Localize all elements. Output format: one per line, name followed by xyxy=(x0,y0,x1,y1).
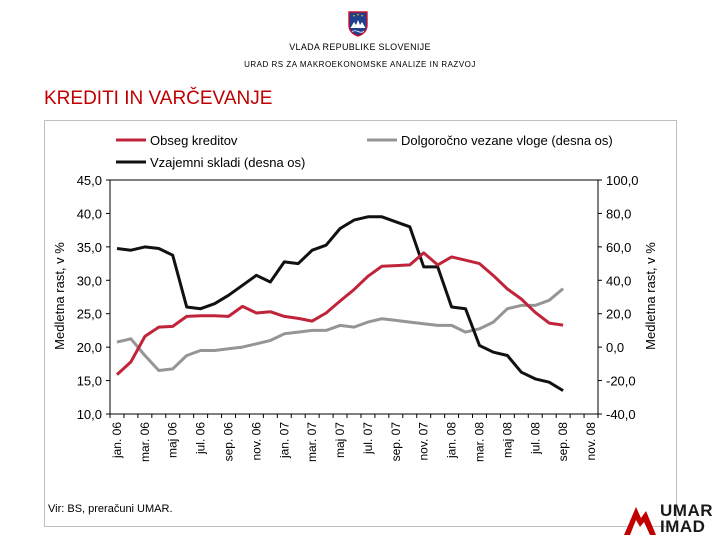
x-tick-label: maj 07 xyxy=(333,422,347,458)
y-right-tick-label: 60,0 xyxy=(606,240,631,255)
x-tick-label: nov. 07 xyxy=(417,422,431,461)
umar-logo-mark-icon xyxy=(624,507,656,535)
government-name: VLADA REPUBLIKE SLOVENIJE xyxy=(289,42,431,52)
source-note: Vir: BS, preračuni UMAR. xyxy=(48,503,173,515)
line-chart: 45,0 40,0 35,0 30,0 25,0 20,0 15,0 10,0 100,0 80… xyxy=(52,133,658,462)
x-tick-label: maj 06 xyxy=(166,422,180,458)
series-line-1 xyxy=(116,215,564,392)
y-left-tick-label: 20,0 xyxy=(77,340,102,355)
y-right-tick-label: 40,0 xyxy=(606,273,631,288)
x-tick-label: mar. 06 xyxy=(138,422,152,462)
umar-logo: UMAR IMAD xyxy=(622,501,718,537)
x-tick-label: mar. 08 xyxy=(472,422,486,462)
x-tick-label: sep. 08 xyxy=(556,422,570,462)
x-tick-label: jan. 07 xyxy=(277,422,291,459)
x-tick-label: jan. 06 xyxy=(110,422,124,459)
x-axis-ticks: jan. 06 mar. 06 maj 06 jul. 06 sep. 06 nov. 0… xyxy=(109,414,599,462)
y-axis-left-ticks: 45,0 40,0 35,0 30,0 25,0 20,0 15,0 10,0 xyxy=(77,173,110,422)
series-lines xyxy=(115,215,565,392)
logo-text-umar: UMAR xyxy=(660,501,713,520)
plot-border xyxy=(109,179,599,415)
y-right-tick-label: 100,0 xyxy=(606,173,639,188)
x-tick-label: nov. 08 xyxy=(584,422,598,461)
y-left-tick-label: 35,0 xyxy=(77,240,102,255)
chart-frame: 45,0 40,0 35,0 30,0 25,0 20,0 15,0 10,0 100,0 80… xyxy=(44,120,677,527)
legend-label-vloge: Dolgoročno vezane vloge (desna os) xyxy=(401,133,613,148)
x-tick-label: sep. 06 xyxy=(222,422,236,462)
y-left-tick-label: 30,0 xyxy=(77,273,102,288)
x-tick-label: maj 08 xyxy=(500,422,514,458)
y-right-tick-label: -40,0 xyxy=(606,407,636,422)
y-right-tick-label: -20,0 xyxy=(606,374,636,389)
x-tick-label: jul. 06 xyxy=(194,422,208,455)
y-left-tick-label: 15,0 xyxy=(77,374,102,389)
x-tick-label: jul. 07 xyxy=(361,422,375,455)
page-title: KREDITI IN VARČEVANJE xyxy=(44,88,273,109)
slovenia-coat-of-arms-icon xyxy=(348,11,368,37)
logo-text-imad: IMAD xyxy=(660,517,706,536)
office-name: URAD RS ZA MAKROEKONOMSKE ANALIZE IN RAZ… xyxy=(244,60,476,69)
x-tick-label: jul. 08 xyxy=(528,422,542,455)
x-tick-label: sep. 07 xyxy=(389,422,403,462)
x-tick-label: nov. 06 xyxy=(249,422,263,461)
legend-label-obseg: Obseg kreditov xyxy=(150,133,238,148)
y-right-tick-label: 80,0 xyxy=(606,206,631,221)
y-left-tick-label: 25,0 xyxy=(77,307,102,322)
legend: Obseg kreditov Vzajemni skladi (desna os… xyxy=(116,133,613,170)
y-right-tick-label: 0,0 xyxy=(606,340,624,355)
y-left-tick-label: 40,0 xyxy=(77,206,102,221)
plot-area xyxy=(109,179,599,415)
y-left-tick-label: 10,0 xyxy=(77,407,102,422)
y-right-tick-label: 20,0 xyxy=(606,307,631,322)
y-axis-left-label: Medletna rast, v % xyxy=(52,242,67,350)
series-line-0 xyxy=(115,251,564,376)
y-axis-right-label: Medletna rast, v % xyxy=(643,242,658,350)
legend-label-skladi: Vzajemni skladi (desna os) xyxy=(150,155,305,170)
y-left-tick-label: 45,0 xyxy=(77,173,102,188)
series-line-2 xyxy=(116,287,565,372)
x-tick-label: jan. 08 xyxy=(445,422,459,459)
x-tick-label: mar. 07 xyxy=(305,422,319,462)
y-axis-right-ticks: 100,0 80,0 60,0 40,0 20,0 0,0 -20,0 -40,0 xyxy=(598,173,639,422)
